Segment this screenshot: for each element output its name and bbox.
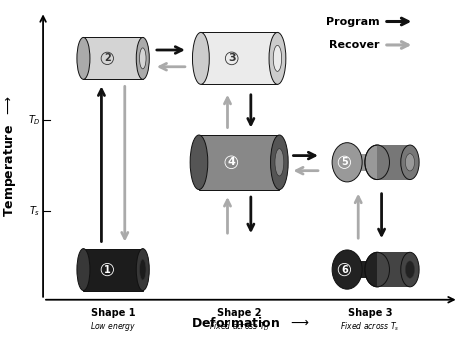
Ellipse shape [271, 135, 288, 190]
Bar [199, 135, 279, 190]
Text: 3: 3 [228, 53, 236, 64]
Ellipse shape [136, 38, 149, 79]
Bar [377, 145, 410, 179]
Ellipse shape [332, 143, 362, 182]
Ellipse shape [401, 252, 419, 287]
Text: $\mathit{Fixed\ across\ }T_s$: $\mathit{Fixed\ across\ }T_s$ [340, 320, 400, 333]
Text: $\it{Low\ energy}$: $\it{Low\ energy}$ [90, 320, 137, 333]
Text: 5: 5 [341, 157, 348, 167]
Ellipse shape [139, 259, 146, 280]
Text: $T_s$: $T_s$ [29, 204, 41, 218]
Ellipse shape [136, 249, 149, 291]
Bar [347, 153, 377, 171]
Text: Shape 2: Shape 2 [217, 308, 262, 318]
Ellipse shape [275, 149, 284, 176]
Text: Deformation  $\longrightarrow$: Deformation $\longrightarrow$ [191, 316, 310, 330]
Text: Shape 3: Shape 3 [347, 308, 392, 318]
Ellipse shape [77, 38, 90, 79]
Ellipse shape [365, 252, 390, 287]
Text: Program: Program [326, 17, 379, 26]
Bar [377, 252, 410, 287]
Text: 6: 6 [341, 265, 348, 274]
Ellipse shape [405, 261, 415, 278]
Text: $T_D$: $T_D$ [28, 114, 41, 127]
Ellipse shape [139, 48, 146, 69]
Ellipse shape [77, 249, 90, 291]
Ellipse shape [269, 32, 286, 84]
Ellipse shape [192, 32, 210, 84]
Text: Shape 1: Shape 1 [91, 308, 136, 318]
Text: $\mathit{Fixed\ across\ }T_D$: $\mathit{Fixed\ across\ }T_D$ [209, 320, 270, 333]
Bar [83, 249, 143, 291]
Ellipse shape [401, 145, 419, 179]
Text: 2: 2 [104, 53, 111, 64]
Bar [83, 38, 143, 79]
Text: 1: 1 [104, 265, 111, 274]
Ellipse shape [365, 145, 390, 179]
Ellipse shape [405, 154, 415, 171]
Bar [347, 261, 377, 278]
Text: Recover: Recover [329, 40, 379, 50]
Ellipse shape [190, 135, 208, 190]
Ellipse shape [332, 250, 362, 289]
Text: Temperature  $\longrightarrow$: Temperature $\longrightarrow$ [2, 95, 18, 217]
Bar [201, 32, 277, 84]
Text: 4: 4 [228, 157, 235, 167]
Ellipse shape [273, 45, 282, 71]
